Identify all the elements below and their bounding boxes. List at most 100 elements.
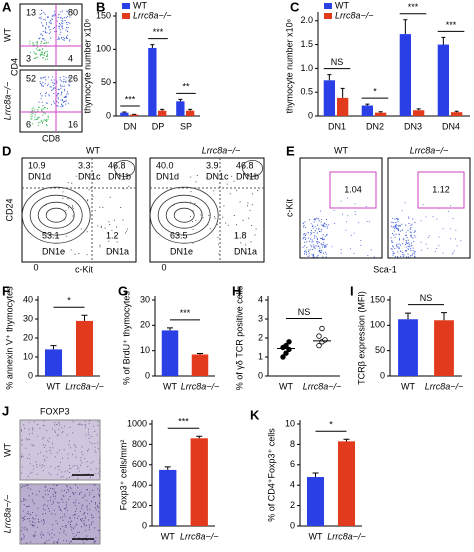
contour — [21, 186, 91, 244]
bar — [375, 112, 387, 116]
gate-label: 46.8 — [108, 160, 126, 170]
flow-events — [21, 484, 100, 544]
y-tick-label: 4 — [290, 480, 295, 490]
legend-label: Lrrc8a−/− — [133, 10, 172, 20]
axis-label: Sca-1 — [373, 264, 397, 274]
x-tick-label: WT — [47, 381, 61, 391]
flow-events — [190, 174, 258, 255]
data-point — [322, 337, 328, 343]
bar — [337, 97, 349, 116]
axis-label: CD4 — [9, 58, 19, 76]
bar — [158, 110, 167, 116]
y-tick-label: 1.0 — [300, 63, 313, 73]
bar — [437, 44, 450, 117]
error-bar — [343, 438, 350, 442]
y-tick-label: 2 — [290, 500, 295, 510]
significance: *** — [153, 27, 164, 37]
flow-events — [29, 106, 49, 127]
error-bar — [167, 327, 173, 331]
histology-image — [19, 483, 101, 545]
axis-label: c-Kit — [75, 264, 93, 274]
panel-letter: B — [96, 0, 105, 14]
bar — [75, 320, 94, 376]
bar — [451, 112, 463, 116]
quadrant-value: 80 — [68, 7, 78, 17]
error-bar — [312, 472, 319, 478]
y-axis-label: % of γδ TCR positive cells — [234, 285, 244, 390]
quadrant-value: 3 — [26, 53, 31, 63]
error-bar — [327, 74, 332, 81]
flow-plot — [21, 157, 137, 263]
bar — [186, 110, 195, 116]
bar — [306, 477, 325, 526]
error-bar — [196, 435, 203, 439]
x-tick-label: DN — [124, 121, 137, 131]
y-tick-label: 800 — [132, 439, 147, 449]
y-tick-label: 0 — [142, 520, 147, 530]
error-bar — [454, 110, 459, 113]
quadrant-value: 26 — [68, 73, 78, 83]
x-tick-label: Lrrc8a−/− — [65, 381, 104, 391]
y-axis-label: % annexin V⁺ thymocytes — [4, 286, 14, 390]
significance: *** — [408, 2, 419, 12]
row-label: WT — [2, 28, 12, 42]
error-bar — [160, 108, 165, 111]
y-tick-label: 100 — [370, 320, 385, 330]
x-tick-label: WT — [279, 381, 293, 391]
gate-label: DN1c — [78, 171, 101, 181]
y-tick-label: 20 — [140, 320, 150, 330]
error-bar — [164, 466, 171, 470]
x-tick-label: SP — [180, 121, 192, 131]
bar — [120, 112, 129, 116]
x-tick-label: Lrrc8a−/− — [180, 531, 219, 541]
gate-label: DN1a — [234, 246, 257, 256]
flow-events — [62, 174, 130, 256]
significance: NS — [298, 307, 311, 317]
flow-events — [38, 76, 71, 108]
flow-events — [302, 217, 328, 258]
gate-value: 1.04 — [344, 184, 362, 194]
legend-label: WT — [335, 0, 349, 10]
legend-swatch — [324, 3, 332, 9]
y-tick-label: 2.0 — [300, 15, 313, 25]
gate-label: DN1a — [106, 246, 129, 256]
bar — [399, 34, 412, 116]
significance: *** — [180, 308, 191, 318]
y-tick-label: 0 — [145, 370, 150, 380]
flow-events — [38, 9, 71, 42]
y-axis-label: thymocyte number x10⁶ — [82, 18, 92, 113]
quadrant-value: 52 — [26, 73, 36, 83]
contour — [165, 201, 203, 229]
contour — [157, 194, 211, 236]
y-axis-label: thymocyte number x10⁶ — [284, 18, 294, 113]
plot-title: Lrrc8a−/− — [410, 145, 449, 155]
contour — [37, 201, 75, 229]
bar — [190, 438, 208, 526]
gate — [417, 171, 465, 209]
data-point — [280, 354, 286, 360]
y-tick-label: 0 — [28, 370, 33, 380]
panel-letter: F — [2, 283, 10, 298]
contour — [45, 207, 67, 223]
error-bar — [188, 108, 193, 111]
gate-label: DN1e — [170, 246, 193, 256]
flow-events — [308, 197, 375, 258]
y-tick-label: 150 — [370, 294, 385, 304]
panel-letter: I — [350, 283, 354, 298]
x-tick-label: DN4 — [442, 121, 460, 131]
y-tick-label: 10 — [23, 351, 33, 361]
legend-swatch — [122, 13, 130, 19]
bar — [130, 114, 139, 116]
flow-events — [401, 202, 462, 257]
contour — [149, 186, 219, 244]
gate-label: DN1b — [236, 171, 259, 181]
data-point — [319, 325, 325, 332]
y-tick-label: 200 — [132, 500, 147, 510]
error-bar — [378, 111, 383, 113]
y-tick-label: 400 — [132, 480, 147, 490]
error-bar — [365, 103, 370, 106]
gate-label: 53.1 — [42, 230, 60, 240]
bar — [337, 441, 356, 526]
quadrant-value: 13 — [26, 7, 36, 17]
y-tick-label: 4 — [258, 294, 263, 304]
